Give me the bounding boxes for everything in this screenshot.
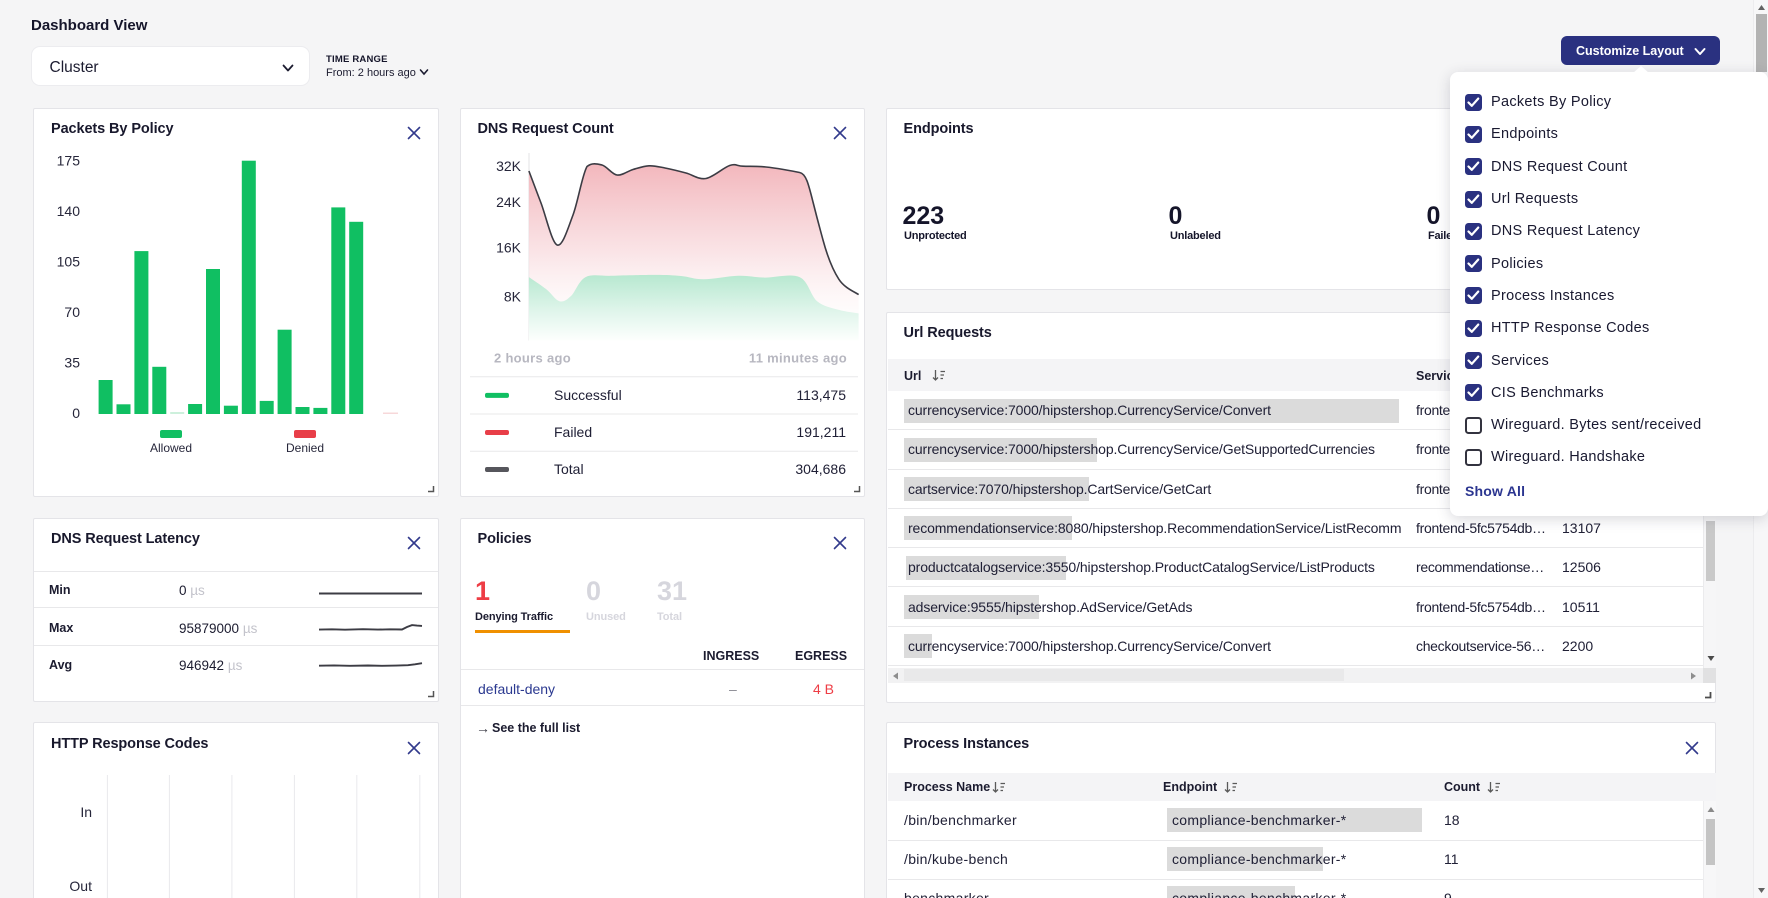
svg-text:Successful: Successful (554, 387, 622, 403)
svg-text:24K: 24K (496, 194, 522, 210)
svg-text:8K: 8K (504, 289, 522, 305)
svg-text:175: 175 (57, 153, 81, 169)
svg-text:105: 105 (57, 254, 81, 270)
svg-text:304,686: 304,686 (795, 461, 846, 477)
svg-text:2 hours ago: 2 hours ago (494, 351, 571, 366)
svg-text:Allowed: Allowed (150, 441, 192, 455)
svg-text:Failed: Failed (554, 424, 592, 440)
svg-text:35: 35 (64, 355, 80, 371)
svg-text:0: 0 (72, 405, 80, 421)
svg-text:In: In (80, 804, 92, 820)
svg-text:191,211: 191,211 (796, 424, 846, 440)
svg-text:16K: 16K (496, 240, 522, 256)
svg-text:113,475: 113,475 (796, 387, 846, 403)
svg-text:Out: Out (69, 878, 92, 894)
svg-text:32K: 32K (496, 158, 522, 174)
svg-text:Total: Total (554, 461, 584, 477)
svg-text:140: 140 (57, 203, 81, 219)
svg-text:11 minutes ago: 11 minutes ago (749, 351, 847, 366)
svg-text:70: 70 (64, 304, 80, 320)
svg-text:Denied: Denied (286, 441, 324, 455)
